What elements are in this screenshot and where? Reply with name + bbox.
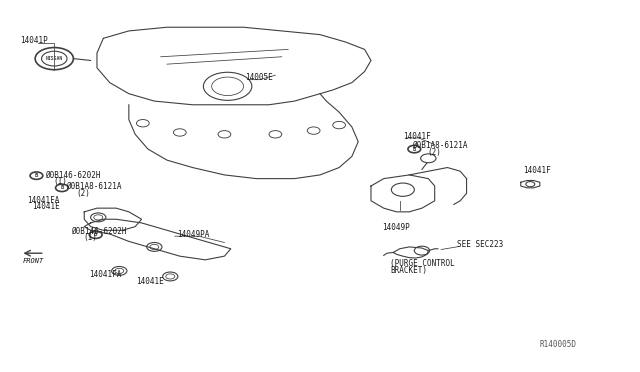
Text: 14005E: 14005E: [245, 73, 273, 82]
Text: Ø0B1A8-6121A: Ø0B1A8-6121A: [67, 182, 122, 191]
Text: 14041P: 14041P: [20, 36, 48, 45]
Text: Ø0B146-6202H: Ø0B146-6202H: [72, 227, 127, 236]
Text: (2): (2): [427, 148, 441, 157]
Text: Ø0B146-6202H: Ø0B146-6202H: [45, 170, 100, 179]
Text: 14049PA: 14049PA: [177, 230, 209, 239]
Text: NISSAN: NISSAN: [45, 56, 63, 61]
Text: Ø0B1A8-6121A: Ø0B1A8-6121A: [412, 141, 467, 150]
Text: B: B: [60, 185, 63, 190]
Text: 14041F: 14041F: [403, 132, 431, 141]
Text: (1): (1): [54, 177, 67, 186]
Text: 14041F: 14041F: [523, 166, 550, 175]
Text: R140005D: R140005D: [540, 340, 577, 349]
Text: B: B: [413, 147, 416, 151]
Text: SEE SEC223: SEE SEC223: [457, 240, 503, 249]
Text: B: B: [94, 232, 97, 237]
Text: FRONT: FRONT: [22, 258, 44, 264]
Text: B: B: [35, 173, 38, 178]
Text: 14041FA: 14041FA: [90, 270, 122, 279]
Text: (2): (2): [77, 189, 90, 198]
Text: (PURGE CONTROL: (PURGE CONTROL: [390, 259, 455, 268]
Text: 14041FA: 14041FA: [27, 196, 60, 205]
Text: 14049P: 14049P: [382, 223, 410, 232]
Text: BRACKET): BRACKET): [390, 266, 427, 275]
Text: (1): (1): [83, 233, 97, 242]
Text: 14041E: 14041E: [136, 277, 164, 286]
Text: 14041E: 14041E: [32, 202, 60, 211]
